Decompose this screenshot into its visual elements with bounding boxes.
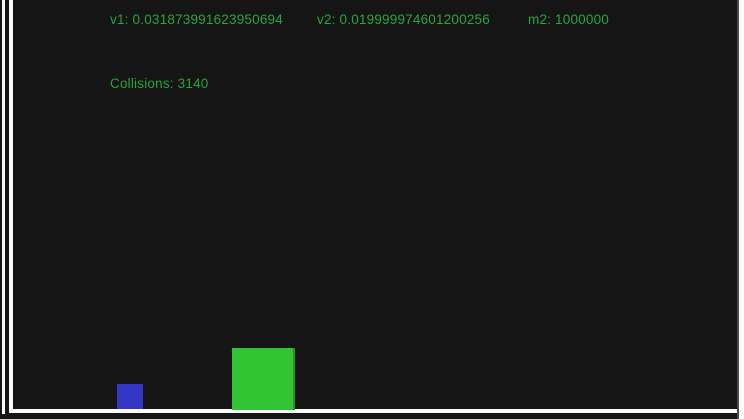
right-page-edge-strip (737, 0, 744, 419)
simulation-left-wall (9, 0, 13, 413)
simulation-floor-line (9, 409, 744, 413)
velocity-1-readout: v1: 0.031873991623950694 (110, 12, 283, 27)
collision-counter: Collisions: 3140 (110, 76, 209, 91)
outer-left-border-line (2, 0, 5, 414)
velocity-2-readout: v2: 0.019999974601200256 (317, 12, 490, 27)
mass-2-readout: m2: 1000000 (528, 12, 610, 27)
small-mass-block (117, 384, 143, 409)
large-mass-block (232, 348, 295, 410)
